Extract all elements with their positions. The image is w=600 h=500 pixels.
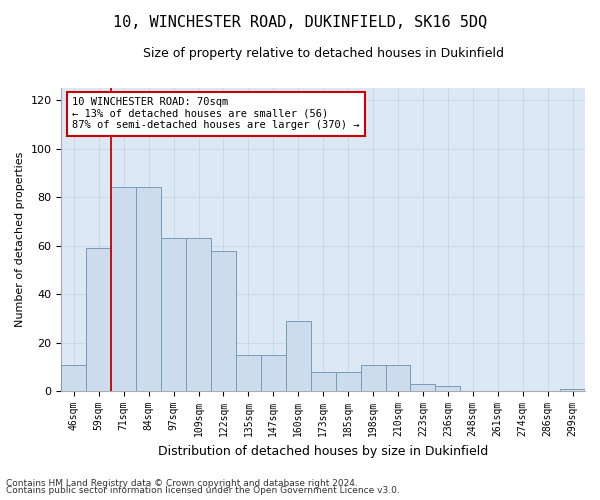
Bar (410, 384, 436, 391)
Text: Contains public sector information licensed under the Open Government Licence v3: Contains public sector information licen… (6, 486, 400, 495)
Bar (161, 238, 186, 391)
Bar (61, 364, 86, 391)
Text: 10, WINCHESTER ROAD, DUKINFIELD, SK16 5DQ: 10, WINCHESTER ROAD, DUKINFIELD, SK16 5D… (113, 15, 487, 30)
Bar (335, 372, 361, 391)
Text: 10 WINCHESTER ROAD: 70sqm
← 13% of detached houses are smaller (56)
87% of semi-: 10 WINCHESTER ROAD: 70sqm ← 13% of detac… (72, 97, 359, 130)
Title: Size of property relative to detached houses in Dukinfield: Size of property relative to detached ho… (143, 48, 504, 60)
Bar (86, 248, 111, 391)
Bar (386, 364, 410, 391)
Bar (311, 372, 335, 391)
Bar (211, 250, 236, 391)
Bar (111, 188, 136, 391)
Bar (436, 386, 460, 391)
Bar (236, 355, 261, 391)
Bar (186, 238, 211, 391)
Bar (286, 321, 311, 391)
Bar (361, 364, 386, 391)
Bar (261, 355, 286, 391)
Bar (560, 389, 585, 391)
Y-axis label: Number of detached properties: Number of detached properties (15, 152, 25, 328)
Bar (136, 188, 161, 391)
Text: Contains HM Land Registry data © Crown copyright and database right 2024.: Contains HM Land Registry data © Crown c… (6, 478, 358, 488)
X-axis label: Distribution of detached houses by size in Dukinfield: Distribution of detached houses by size … (158, 444, 488, 458)
